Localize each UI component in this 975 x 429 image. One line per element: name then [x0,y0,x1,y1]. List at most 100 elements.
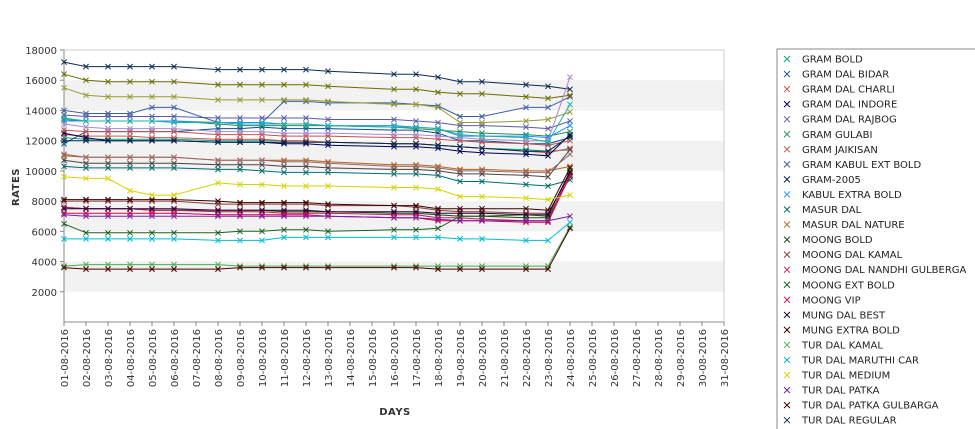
data-point [545,237,551,244]
series-line [63,77,571,142]
legend-label: GRAM DAL CHARLI [802,85,895,96]
legend-item[interactable]: KABUL EXTRA BOLD [783,190,902,201]
legend-item[interactable]: GRAM-2005 [783,175,861,186]
legend-label: MOONG EXT BOLD [802,280,895,291]
data-point [171,160,177,167]
legend-item[interactable]: GRAM KABUL EXT BOLD [783,160,921,171]
data-point [391,226,397,233]
data-point [435,104,441,111]
data-point [259,81,265,88]
data-point [457,90,463,97]
data-point [325,169,331,176]
data-point [391,264,397,271]
legend-marker [783,311,791,319]
legend-item[interactable]: MUNG EXTRA BOLD [783,325,900,336]
legend-item[interactable]: MOONG VIP [783,295,861,306]
legend-item[interactable]: MUNG DAL BEST [783,310,886,321]
data-point [105,261,111,268]
legend-item[interactable]: MASUR DAL [783,205,862,216]
legend-marker [783,341,791,349]
legend-item[interactable]: MOONG DAL NANDHI GULBERGA [783,265,967,276]
data-point [127,137,133,144]
data-point [303,81,309,88]
legend-marker [783,55,791,63]
data-point [237,66,243,73]
legend-item[interactable]: MASUR DAL NATURE [783,220,905,231]
data-point [83,235,89,242]
legend-item[interactable]: MOONG EXT BOLD [783,280,895,291]
data-point [83,164,89,171]
data-point [215,213,221,220]
legend-marker [783,401,791,409]
legend-item[interactable]: GRAM DAL BIDAR [783,70,889,81]
legend-item[interactable]: TUR DAL KAMAL [783,340,883,351]
data-point [303,264,309,271]
data-point [281,96,287,103]
data-point [567,192,573,199]
data-point [413,71,419,78]
data-point [567,163,573,170]
data-point [457,178,463,185]
data-point [479,90,485,97]
data-point [325,208,331,215]
legend-item[interactable]: GRAM GULABI [783,130,872,141]
data-point [545,104,551,111]
series-line [63,114,571,130]
data-point [281,199,287,206]
data-point [545,183,551,189]
x-tick-label: 19-08-2016 [456,329,467,387]
data-point [479,235,485,242]
data-point [61,137,67,144]
legend-marker [783,206,791,213]
legend-item[interactable]: GRAM BOLD [783,55,863,66]
series [61,116,573,140]
data-point [171,235,177,242]
legend-label: MOONG DAL NANDHI GULBERGA [802,265,967,276]
x-tick-label: 18-08-2016 [434,329,445,387]
data-point [83,124,89,131]
legend-marker [783,176,791,183]
legend: GRAM BOLD GRAM DAL BIDAR GRAM DAL CHARLI GR… [776,48,975,429]
x-tick-label: 15-08-2016 [368,329,379,387]
legend-marker [783,326,791,334]
data-point [391,86,397,93]
x-tick-label: 16-08-2016 [390,329,401,387]
legend-item[interactable]: TUR DAL REGULAR [783,416,897,427]
legend-item[interactable]: TUR DAL PATKA GULBARGA [783,401,939,412]
series [61,101,573,146]
data-point [479,149,485,156]
legend-item[interactable]: GRAM JAIKISAN [783,145,878,156]
data-point [149,154,155,161]
legend-item[interactable]: MOONG BOLD [783,235,873,246]
data-point [215,161,221,168]
data-point [567,74,573,81]
legend-item[interactable]: GRAM DAL CHARLI [783,85,895,96]
legend-item[interactable]: TUR DAL MEDIUM [783,371,890,382]
legend-item[interactable]: GRAM DAL INDORE [783,100,897,111]
data-point [545,211,551,218]
series-line [63,149,571,178]
data-point [325,139,331,146]
data-point [479,178,485,185]
series-line [63,96,571,123]
legend-item[interactable]: MOONG DAL KAMAL [783,250,903,261]
legend-label: GRAM DAL INDORE [802,100,897,111]
legend-item[interactable]: TUR DAL PATKA [783,386,880,397]
data-point [215,115,221,121]
data-point [259,207,265,214]
data-point [435,142,441,149]
data-point [127,78,133,85]
data-point [435,216,441,223]
legend-label: MASUR DAL NATURE [802,220,905,231]
data-point [259,167,265,174]
legend-label: TUR DAL PATKA [801,386,880,397]
legend-item[interactable]: TUR DAL MARUTHI CAR [783,356,919,367]
data-point [391,71,397,78]
legend-item[interactable]: GRAM DAL RAJBOG [783,115,897,126]
data-point [105,110,111,117]
y-tick-label: 2000 [32,288,57,299]
legend-label: MOONG VIP [802,295,861,306]
data-point [303,158,309,165]
legend-marker [783,416,791,424]
